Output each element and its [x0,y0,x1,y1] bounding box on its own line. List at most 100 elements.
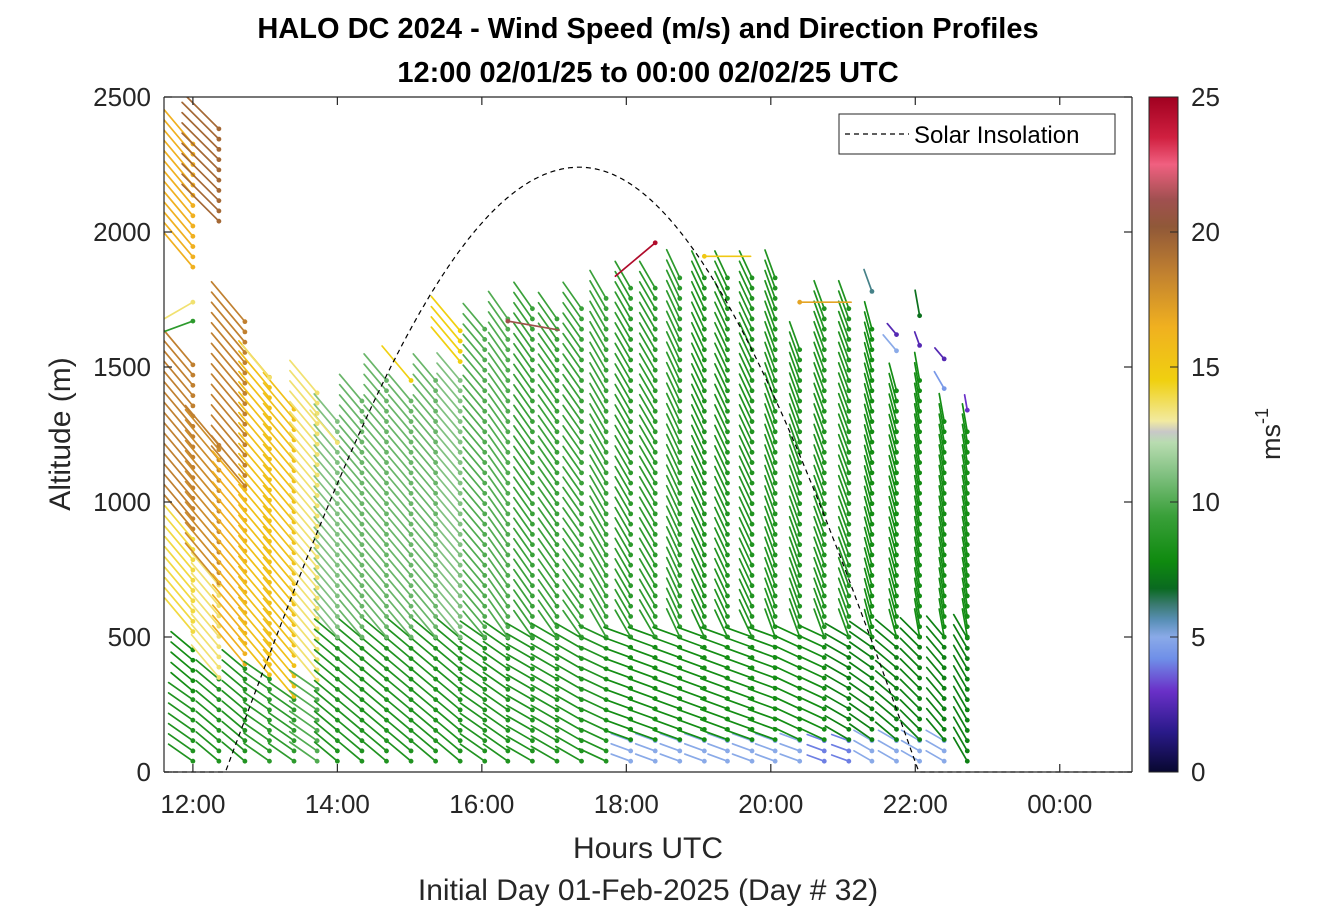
wind-barb-point [579,398,584,404]
wind-barb-point [482,686,488,692]
wind-barb-shaft [773,654,801,669]
wind-barb-point [505,429,511,435]
wind-barb-point [964,593,970,599]
wind-barb-shaft [724,729,753,741]
wind-barb-point [821,696,827,701]
wind-barb-shaft [195,710,220,732]
wind-barb-shaft [436,454,462,484]
wind-barb-shaft [243,660,271,680]
wind-barb-shaft [338,609,363,638]
wind-barb-point [242,411,248,417]
wind-barb-point [457,645,463,651]
wind-barb-shaft [714,445,729,474]
wind-barb-shaft [387,414,412,443]
wind-barb-point [457,583,463,589]
wind-barb-point [725,593,730,599]
wind-barb-point [482,562,488,568]
wind-barb-point [433,429,439,435]
wind-barb-shaft [221,679,246,701]
wind-barb-point [846,562,852,568]
wind-barb-shaft [363,394,388,423]
wind-barb-point [701,408,707,414]
wind-barb-shaft [913,608,921,638]
wind-barb-shaft [387,659,412,680]
wind-barb-point [457,614,463,619]
wind-barb-point [408,542,414,548]
wind-barb-shaft [462,477,486,505]
wind-barb-shaft [764,474,776,505]
wind-barb-shaft [913,597,921,628]
wind-barb-point [894,501,899,507]
wind-barb-point [482,347,488,353]
wind-barb-point [190,233,196,239]
wind-barb-point [772,603,778,609]
wind-barb-shaft [610,753,632,763]
wind-barb-shaft [238,350,271,389]
wind-barb-shaft [164,169,194,207]
wind-barb-shaft [638,506,657,536]
wind-barb-shaft [925,707,946,731]
wind-barb-point [917,706,923,712]
wind-barb-shaft [412,659,437,680]
wind-barb-point [530,337,535,342]
wind-barb-shaft [363,496,388,525]
wind-barb-shaft [562,414,583,443]
wind-barb-shaft [848,712,873,731]
wind-barb-point [869,408,875,414]
wind-barb-point [652,480,658,486]
wind-barb-shaft [513,363,534,392]
wind-barb-shaft [164,482,194,520]
wind-barb-shaft [961,597,969,628]
wind-barb-shaft [211,460,246,501]
wind-barb-point [846,326,852,332]
wind-barb-shaft [764,331,776,361]
wind-barb-point [505,686,511,692]
wind-barb-point [749,378,755,383]
wind-barb-shaft [362,731,388,752]
wind-barb-shaft [589,567,607,597]
wind-barb-shaft [788,372,801,402]
wind-barb-shaft [288,730,318,752]
wind-barb-shaft [363,373,388,402]
wind-barb-shaft [652,677,681,690]
wind-barb-shaft [338,741,363,763]
wind-barb-point [772,337,778,342]
wind-barb-shaft [788,536,801,567]
wind-barb-shaft [459,733,486,752]
wind-barb-point [701,439,707,445]
wind-barb-shaft [797,726,826,741]
wind-barb-shaft [554,724,583,742]
wind-barb-shaft [164,180,194,217]
wind-barb-shaft [589,403,607,433]
wind-barb-shaft [764,300,776,331]
wind-barb-point [190,318,196,324]
wind-barb-point [628,460,634,465]
wind-barb-shaft [714,424,729,454]
wind-barb-shaft [961,454,969,484]
wind-barb-shaft [462,569,486,597]
wind-barb-point [821,419,827,424]
wind-barb-point [917,552,923,558]
wind-barb-shaft [338,679,363,701]
wind-barb-point [457,707,463,713]
wind-barb-point [749,275,755,281]
wind-barb-shaft [412,383,437,413]
wind-barb-point [749,583,755,589]
wind-barb-shaft [387,424,412,454]
wind-barb-shaft [863,321,873,351]
wind-barb-point [964,407,970,413]
wind-barb-shaft [913,577,921,608]
wind-barb-shaft [773,644,801,659]
wind-barb-point [628,614,634,619]
wind-barb-shaft [863,506,873,536]
wind-barb-point [314,758,320,764]
wind-barb-point [964,758,970,764]
wind-barb-point [554,593,560,599]
wind-barb-point [941,480,947,486]
wind-barb-point [869,726,875,732]
wind-barb-shaft [289,616,318,651]
wind-barb-shaft [888,506,898,536]
wind-barb-shaft [714,496,729,525]
wind-barb-shaft [459,671,486,691]
wind-barb-shaft [848,702,873,720]
